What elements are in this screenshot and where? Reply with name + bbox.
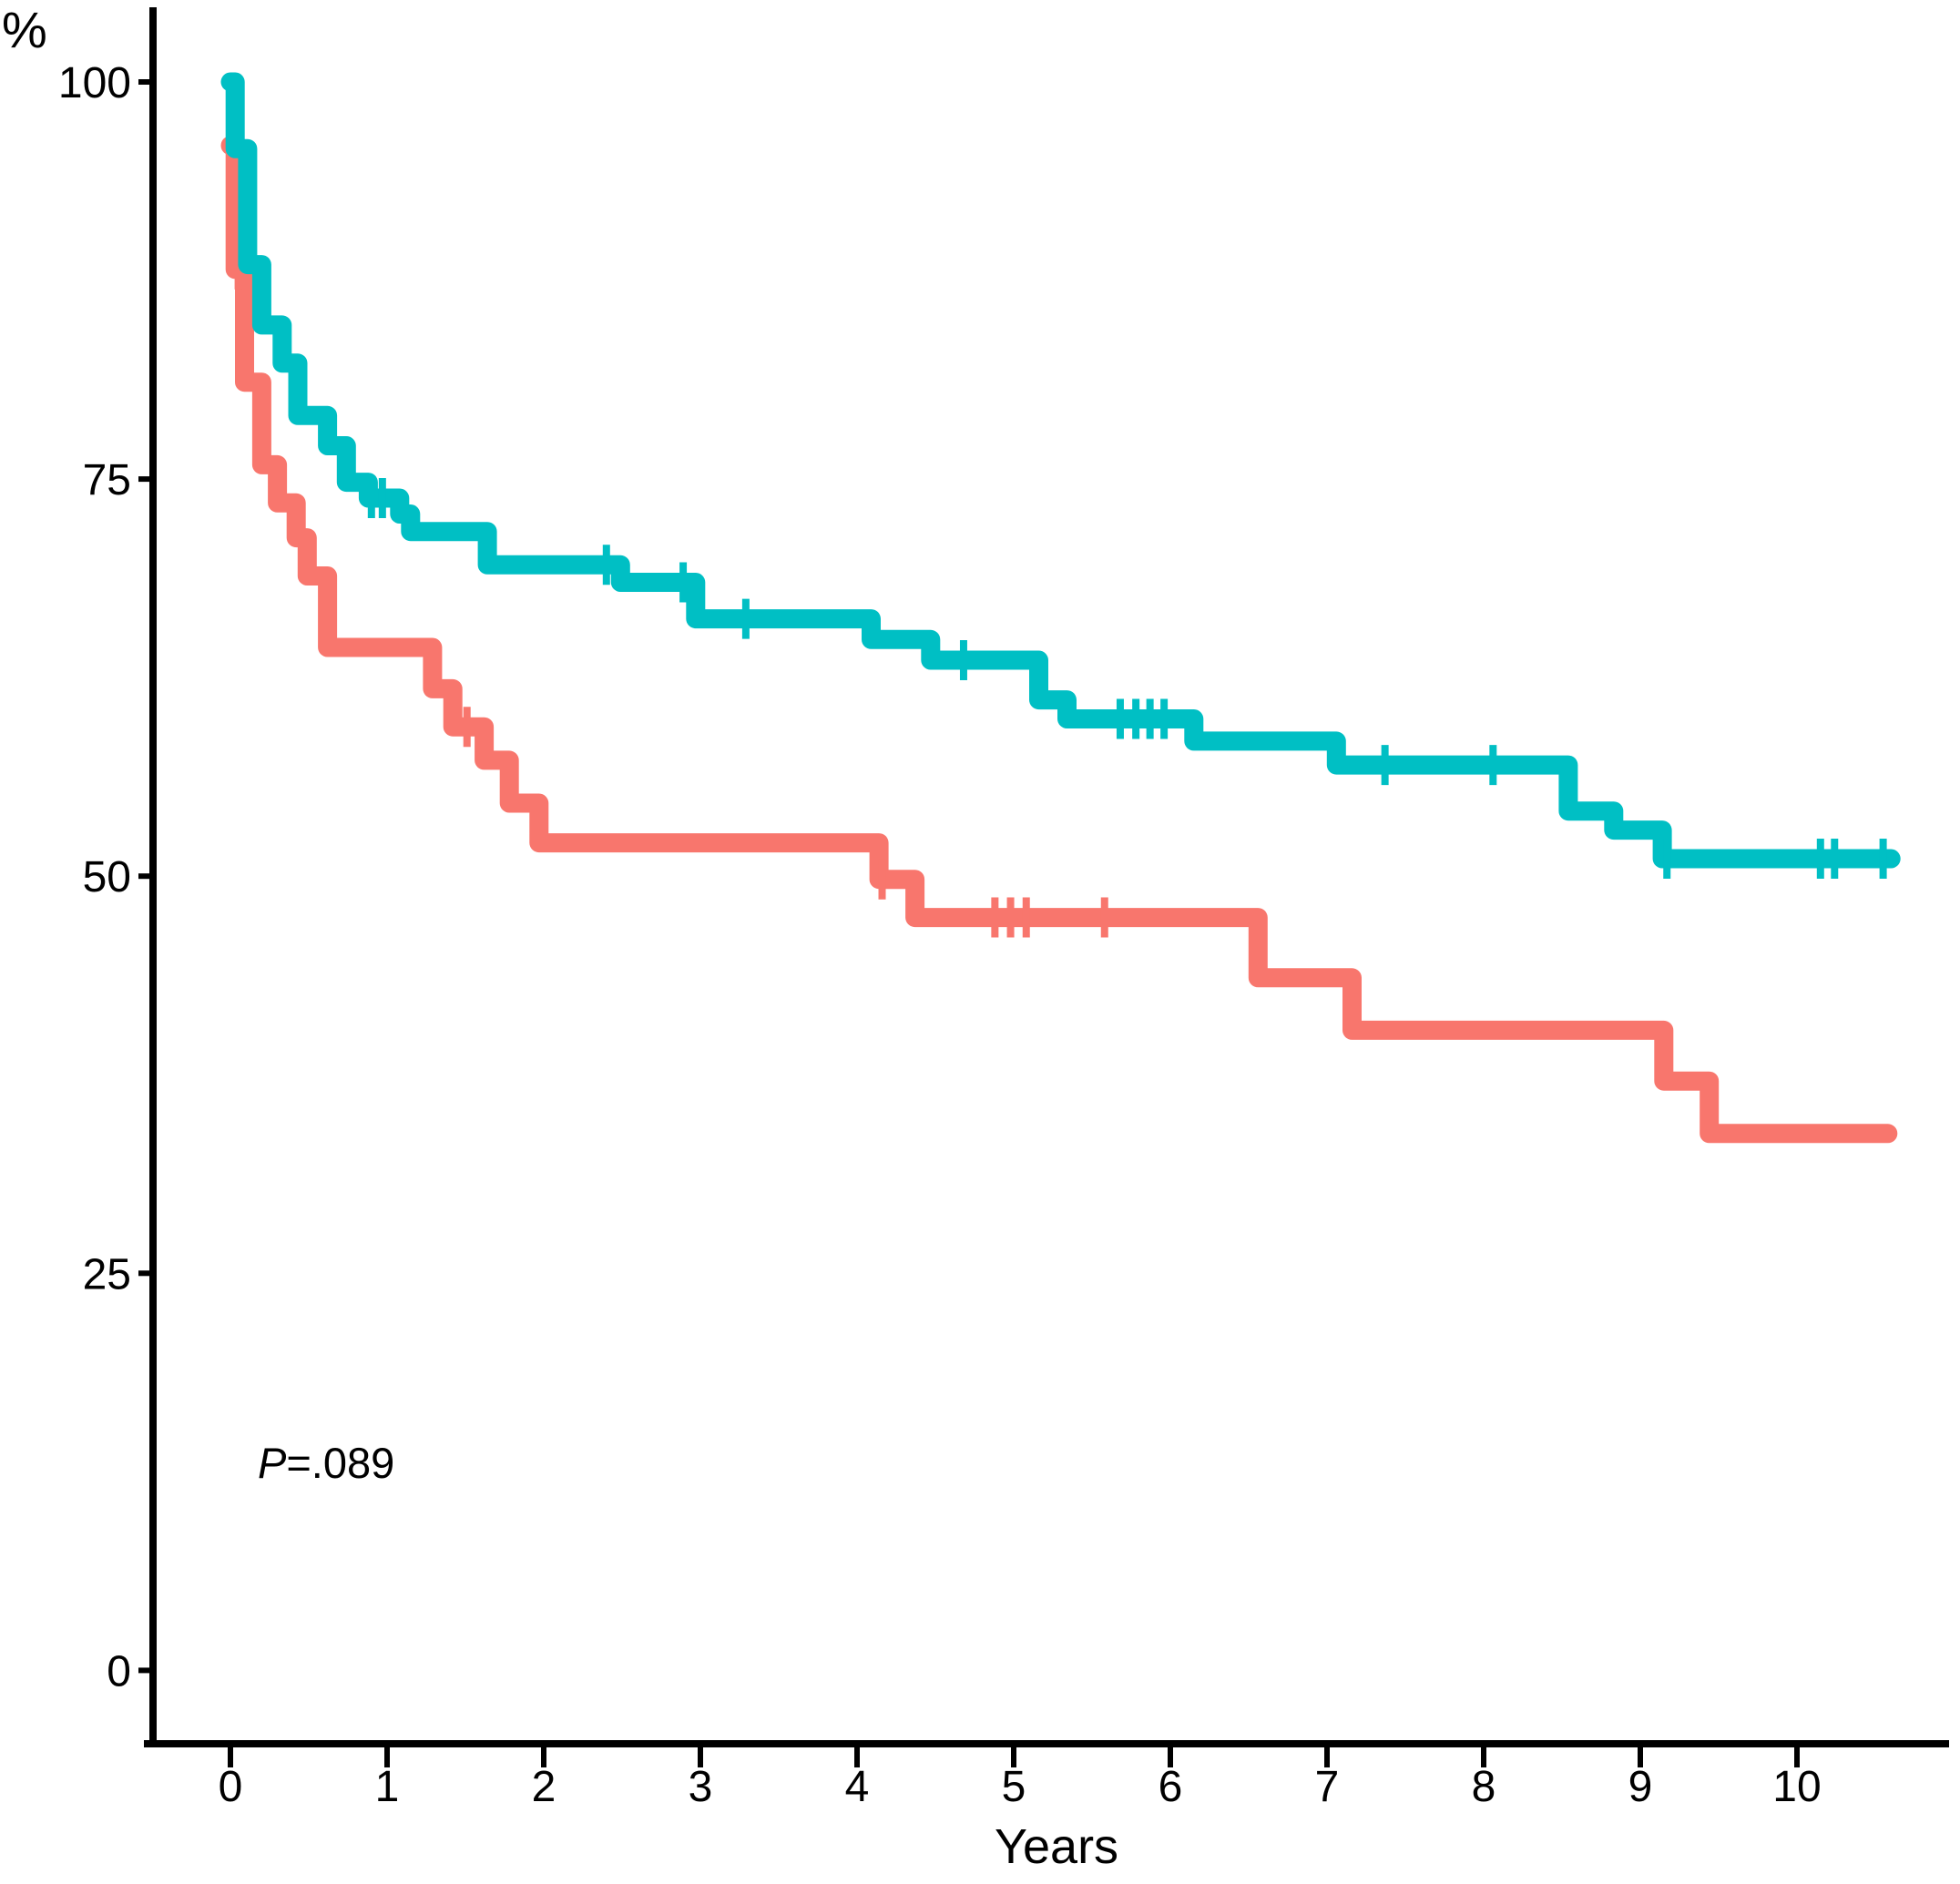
y-tick-label: 50 (83, 853, 131, 901)
x-tick-label: 4 (845, 1763, 870, 1811)
x-tick-label: 2 (532, 1763, 556, 1811)
x-tick-label: 1 (375, 1763, 400, 1811)
censor-marks-teal (367, 478, 1887, 880)
x-tick-label: 5 (1002, 1763, 1026, 1811)
x-tick-label: 3 (689, 1763, 713, 1811)
y-tick-label: 100 (58, 59, 131, 107)
survival-curve-red (220, 136, 1898, 1144)
x-tick-label: 8 (1472, 1763, 1496, 1811)
x-tick-label: 9 (1628, 1763, 1653, 1811)
x-tick-label: 10 (1772, 1763, 1821, 1811)
x-tick-label: 0 (219, 1763, 243, 1811)
y-tick-label: 25 (83, 1250, 131, 1298)
y-tick-label: 0 (107, 1647, 131, 1696)
survival-curve-teal (220, 72, 1901, 869)
x-tick-label: 6 (1159, 1763, 1183, 1811)
y-tick-label: 75 (83, 456, 131, 504)
y-axis-unit-label: % (2, 1, 47, 58)
p-value-annotation: P=.089 (258, 1439, 394, 1487)
x-tick-label: 7 (1315, 1763, 1340, 1811)
x-axis-title: Years (995, 1819, 1118, 1874)
